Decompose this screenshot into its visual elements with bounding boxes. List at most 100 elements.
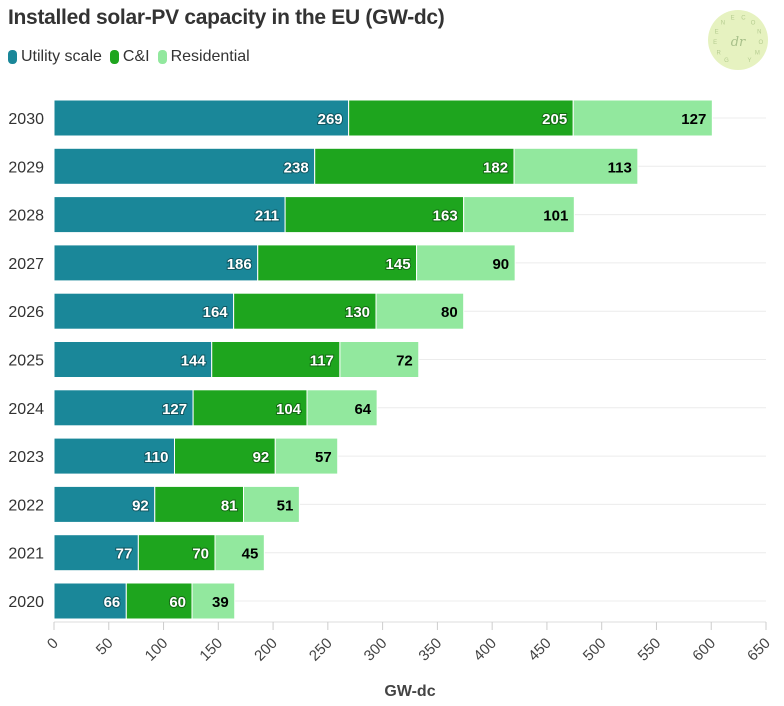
legend-swatch [157,50,167,64]
data-label: 104 [276,401,302,418]
data-label: 72 [396,353,413,370]
x-tick-label: 350 [415,635,445,665]
data-label: 211 [255,208,279,225]
bar-c-i-2026[interactable] [233,292,377,330]
x-tick-label: 450 [525,635,555,665]
bar-c-i-2024[interactable] [192,389,308,427]
data-label: 205 [542,111,567,128]
data-label: 144 [181,353,207,370]
bar-utility-scale-2026[interactable] [53,292,235,330]
bar-residential-2027[interactable] [416,244,516,282]
x-tick-label: 0 [44,635,62,653]
data-label: 127 [162,401,187,418]
data-label: 145 [386,256,411,273]
x-tick-label: 150 [196,635,226,665]
y-tick-label: 2027 [8,256,44,273]
data-label: 64 [354,401,371,418]
bar-utility-scale-2029[interactable] [53,147,316,185]
bar-residential-2021[interactable] [214,534,265,572]
data-label: 182 [483,159,508,176]
legend-label: C&I [122,48,150,65]
data-label: 57 [315,449,332,466]
y-tick-label: 2030 [8,111,44,128]
legend-item-residential[interactable]: Residential [157,48,250,66]
logo-letter: Y [747,58,751,64]
data-label: 130 [345,304,370,321]
legend-item-utility[interactable]: Utility scale [8,48,102,66]
data-label: 110 [144,449,168,466]
logo-letter: E [731,16,735,22]
bar-residential-2023[interactable] [274,437,339,475]
x-tick-label: 650 [744,635,774,665]
x-tick-label: 550 [635,635,665,665]
bar-c-i-2029[interactable] [314,147,515,185]
data-label: 117 [310,353,334,370]
bar-residential-2030[interactable] [572,99,713,137]
bar-residential-2029[interactable] [513,147,639,185]
data-label: 60 [169,594,186,611]
bar-utility-scale-2023[interactable] [53,437,175,475]
y-tick-label: 2029 [8,159,44,176]
bar-residential-2024[interactable] [306,389,378,427]
data-label: 81 [221,497,238,514]
data-label: 80 [441,304,458,321]
bar-c-i-2028[interactable] [284,196,465,234]
legend-label: Residential [170,48,250,65]
bar-residential-2028[interactable] [463,196,575,234]
bar-c-i-2023[interactable] [173,437,276,475]
x-axis-title: GW-dc [384,683,436,700]
data-label: 45 [242,546,259,563]
logo-letter: N [721,21,725,27]
legend: Utility scale C&I Residential [8,48,250,66]
data-label: 164 [203,304,229,321]
data-label: 269 [318,111,343,128]
bar-utility-scale-2021[interactable] [53,534,139,572]
x-tick-label: 100 [142,635,172,665]
y-tick-label: 2023 [8,449,44,466]
bar-residential-2022[interactable] [243,485,300,523]
data-label: 186 [227,256,252,273]
bar-utility-scale-2030[interactable] [53,99,350,137]
legend-label: Utility scale [21,48,102,65]
bar-residential-2020[interactable] [191,582,236,620]
data-label: 70 [192,546,209,563]
y-tick-label: 2022 [8,497,44,514]
x-tick-label: 200 [251,635,281,665]
legend-swatch [109,50,119,64]
logo-letter: C [741,16,746,22]
y-tick-label: 2020 [8,594,44,611]
logo-letter: O [759,40,764,46]
bar-c-i-2027[interactable] [257,244,418,282]
bar-utility-scale-2028[interactable] [53,196,286,234]
logo-letter: N [757,29,761,35]
y-tick-label: 2024 [8,401,44,418]
data-label: 113 [608,159,632,176]
bar-c-i-2022[interactable] [154,485,245,523]
logo-letter: G [724,58,729,64]
data-label: 238 [284,159,309,176]
x-tick-label: 300 [361,635,391,665]
bar-c-i-2021[interactable] [137,534,216,572]
x-tick-label: 600 [689,635,719,665]
data-label: 90 [492,256,509,273]
logo-letter: E [713,40,717,46]
bar-c-i-2020[interactable] [125,582,193,620]
data-label: 77 [116,546,133,563]
bar-utility-scale-2025[interactable] [53,341,213,378]
bar-utility-scale-2020[interactable] [53,582,127,620]
bar-c-i-2030[interactable] [348,99,574,137]
x-tick-label: 50 [93,635,117,659]
bar-residential-2026[interactable] [375,292,465,330]
bar-residential-2025[interactable] [339,341,420,378]
y-tick-label: 2025 [8,353,44,370]
y-tick-label: 2021 [8,546,44,563]
logo-letter: M [755,50,760,56]
legend-item-ci[interactable]: C&I [109,48,150,66]
y-tick-label: 2028 [8,208,44,225]
logo-letter: E [715,29,719,35]
data-label: 127 [681,111,706,128]
legend-swatch [8,50,17,64]
